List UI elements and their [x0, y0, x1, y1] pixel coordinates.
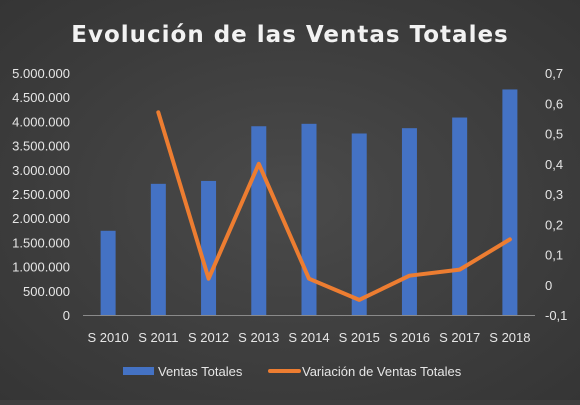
legend-label-bar: Ventas Totales — [158, 364, 243, 379]
left-axis-tick-label: 1.000.000 — [12, 260, 70, 275]
legend-swatch-bar — [123, 367, 154, 375]
bar — [302, 124, 317, 315]
x-axis-tick-label: S 2015 — [339, 330, 380, 345]
right-axis-tick-label: -0,1 — [545, 308, 567, 323]
legend: Ventas Totales Variación de Ventas Total… — [123, 364, 462, 379]
left-axis-tick-label: 5.000.000 — [12, 66, 70, 81]
left-axis: 0 500.000 1.000.000 1.500.000 2.000.000 2.500… — [12, 66, 70, 323]
bar — [452, 118, 467, 315]
right-axis-tick-label: 0,7 — [545, 66, 563, 81]
left-axis-tick-label: 500.000 — [23, 284, 70, 299]
bar — [402, 128, 417, 315]
right-axis-tick-label: 0,3 — [545, 187, 563, 202]
right-axis-tick-label: 0,4 — [545, 157, 563, 172]
x-axis-tick-label: S 2018 — [489, 330, 530, 345]
left-axis-tick-label: 1.500.000 — [12, 235, 70, 250]
bar — [352, 134, 367, 316]
x-axis-tick-label: S 2013 — [238, 330, 279, 345]
x-axis-tick-label: S 2017 — [439, 330, 480, 345]
right-axis-tick-label: 0,6 — [545, 96, 563, 111]
x-axis: S 2010 S 2011 S 2012 S 2013 S 2014 S 2015 S 20… — [83, 316, 535, 346]
left-axis-tick-label: 3.500.000 — [12, 139, 70, 154]
right-axis-tick-label: 0,2 — [545, 217, 563, 232]
x-axis-tick-label: S 2011 — [138, 330, 178, 345]
bar — [502, 89, 517, 315]
chart-title: Evolución de las Ventas Totales — [71, 22, 509, 48]
right-axis-tick-label: 0,5 — [545, 127, 563, 142]
left-axis-tick-label: 4.500.000 — [12, 90, 70, 105]
bar — [101, 231, 116, 315]
right-axis: -0,1 0 0,1 0,2 0,3 0,4 0,5 0,6 0,7 — [545, 66, 567, 323]
left-axis-tick-label: 2.500.000 — [12, 187, 70, 202]
right-axis-tick-label: 0,1 — [545, 248, 563, 263]
x-axis-tick-label: S 2010 — [88, 330, 129, 345]
x-axis-tick-label: S 2012 — [188, 330, 229, 345]
left-axis-tick-label: 3.000.000 — [12, 163, 70, 178]
bar — [201, 181, 216, 315]
x-axis-tick-label: S 2016 — [389, 330, 430, 345]
left-axis-tick-label: 4.000.000 — [12, 114, 70, 129]
legend-label-line: Variación de Ventas Totales — [302, 364, 462, 379]
right-axis-tick-label: 0 — [545, 278, 552, 293]
left-axis-tick-label: 2.000.000 — [12, 211, 70, 226]
x-axis-tick-label: S 2014 — [288, 330, 329, 345]
bar — [251, 126, 266, 315]
bar — [151, 184, 166, 315]
left-axis-tick-label: 0 — [63, 308, 70, 323]
